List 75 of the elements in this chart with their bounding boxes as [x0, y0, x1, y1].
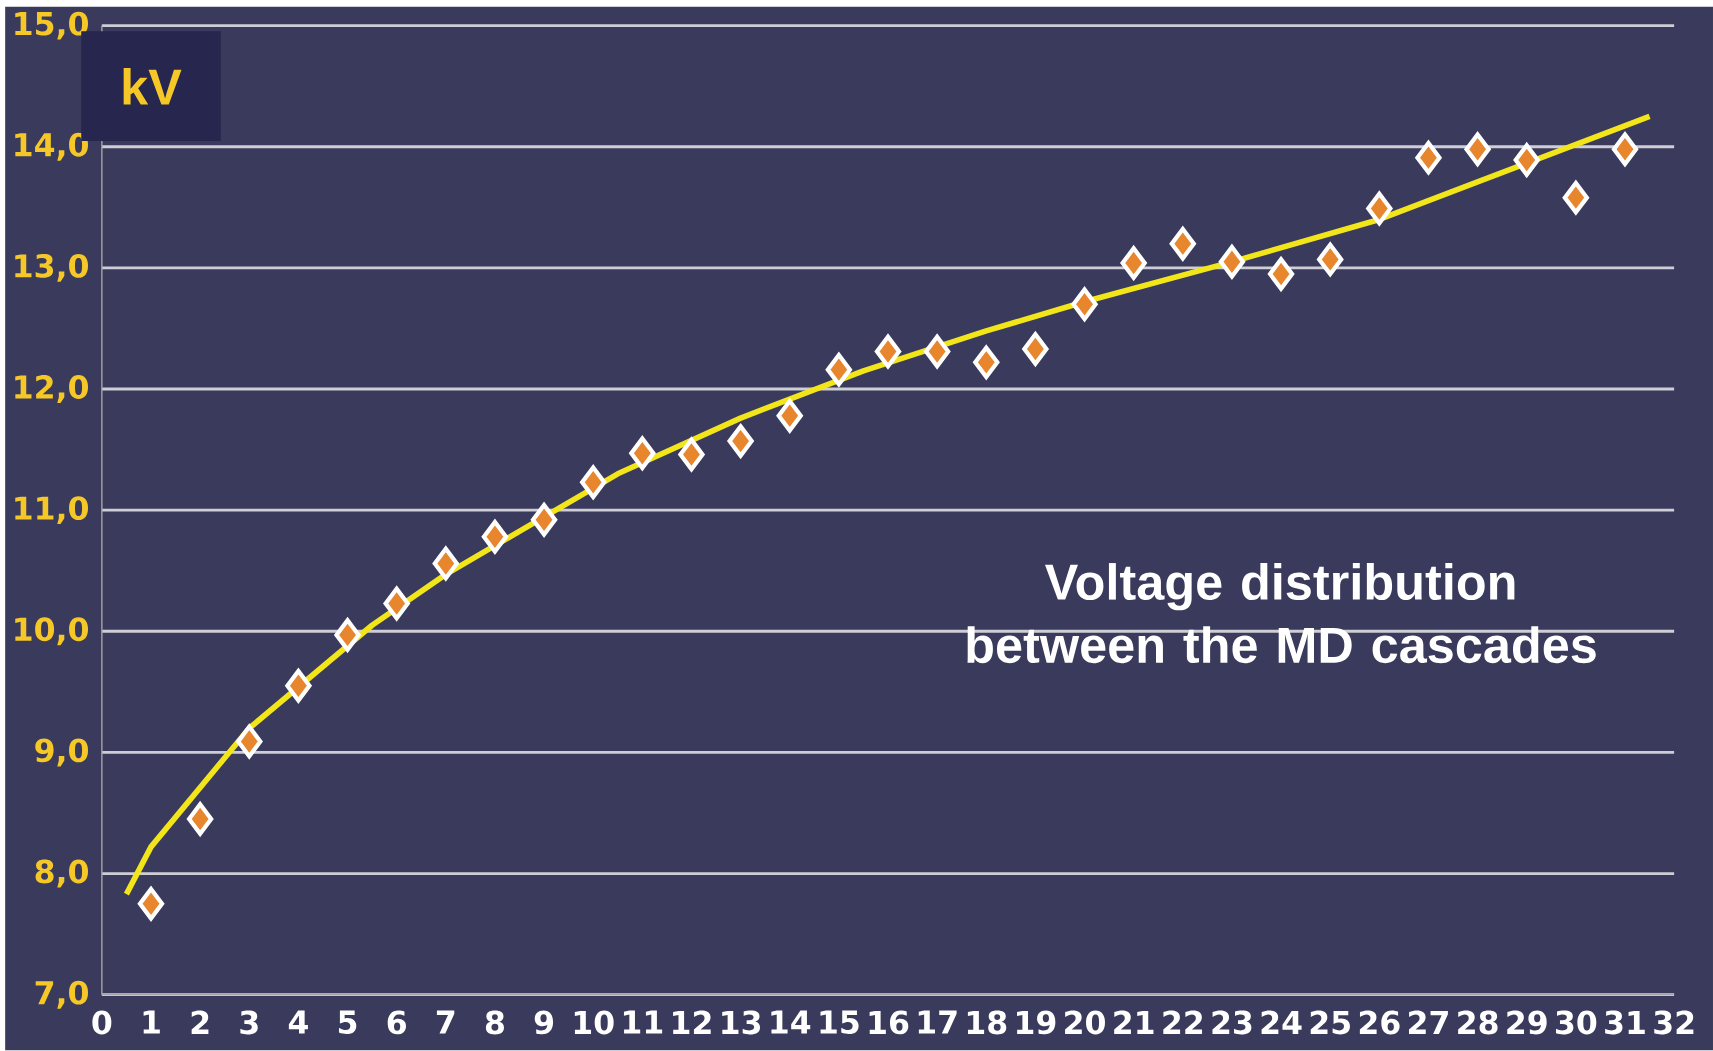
x-tick-label: 17	[918, 1010, 957, 1034]
x-tick-label: 19	[1017, 1010, 1056, 1035]
point	[1169, 227, 1196, 261]
point	[383, 586, 410, 621]
x-tick-label: 2	[191, 1010, 209, 1035]
point	[629, 436, 656, 471]
x-tick-label: 11	[623, 1010, 663, 1034]
x-tick-label: 9	[534, 1010, 554, 1035]
y-tick-label: 15,0	[15, 11, 89, 40]
point	[1464, 132, 1491, 167]
text: Voltage distribution between the MD cascades	[967, 563, 1596, 664]
point	[481, 520, 509, 554]
point	[1317, 242, 1344, 277]
point	[1267, 257, 1295, 291]
x-tick-label: 13	[722, 1010, 761, 1035]
point	[1513, 141, 1541, 179]
x-tick-label: 31	[1605, 1010, 1645, 1035]
x-tick-label: 1	[143, 1010, 160, 1034]
y-tick-label: 14,0	[15, 133, 89, 161]
y-axis-title: kV	[123, 68, 182, 105]
point	[678, 437, 705, 472]
y-tick-label: 12,0	[15, 375, 89, 404]
point	[825, 353, 852, 387]
point	[1120, 246, 1147, 281]
point	[432, 546, 459, 581]
x-tick-label: 12	[673, 1010, 711, 1035]
x-tick-label: 18	[967, 1010, 1007, 1035]
x-tick-label: 15	[820, 1010, 859, 1035]
x-tick-label: 21	[1114, 1010, 1154, 1035]
x-tick-label: 14	[771, 1010, 811, 1034]
x-tick-label: 7	[436, 1010, 455, 1034]
y-tick-label: 9,0	[35, 738, 88, 767]
point	[727, 424, 754, 459]
x-tick-label: 20	[1065, 1010, 1105, 1035]
x-tick-label: 32	[1654, 1010, 1694, 1035]
point	[137, 887, 165, 921]
y-tick-label: 10,0	[15, 617, 89, 646]
x-tick-label: 25	[1310, 1010, 1350, 1035]
y-tick-label: 8,0	[35, 859, 88, 888]
point	[530, 503, 558, 537]
x-tick-label: 3	[240, 1010, 258, 1035]
point	[1611, 132, 1639, 167]
x-tick-label: 8	[485, 1010, 504, 1035]
x-tick-label: 24	[1261, 1010, 1302, 1035]
x-tick-label: 10	[574, 1010, 614, 1035]
y-tick-label: 13,0	[15, 254, 89, 283]
point	[285, 669, 312, 703]
x-tick-label: 27	[1408, 1010, 1448, 1035]
point	[580, 465, 607, 500]
point	[236, 724, 263, 759]
y-tick-label: 11,0	[15, 496, 89, 525]
x-tick-label: 30	[1556, 1010, 1597, 1035]
point	[924, 334, 951, 369]
point	[1218, 245, 1246, 279]
y-tick-label: 7,0	[35, 980, 88, 1009]
point	[973, 345, 1000, 380]
point	[187, 802, 214, 837]
x-tick-label: 22	[1163, 1010, 1203, 1035]
point	[776, 399, 803, 433]
x-tick-label: 23	[1212, 1010, 1252, 1035]
x-tick-label: 5	[338, 1010, 357, 1035]
point	[1415, 141, 1442, 175]
point	[1071, 287, 1098, 322]
x-tick-label: 28	[1458, 1010, 1498, 1035]
x-tick-label: 26	[1359, 1010, 1400, 1035]
x-tick-label: 6	[387, 1010, 406, 1035]
point	[1562, 181, 1589, 215]
point	[334, 618, 361, 652]
x-tick-label: 0	[92, 1010, 112, 1035]
point	[1022, 332, 1049, 367]
x-tick-label: 16	[869, 1010, 909, 1035]
x-tick-label: 4	[288, 1010, 308, 1034]
x-tick-label: 29	[1507, 1010, 1547, 1035]
point	[1366, 191, 1393, 226]
point	[874, 334, 902, 369]
